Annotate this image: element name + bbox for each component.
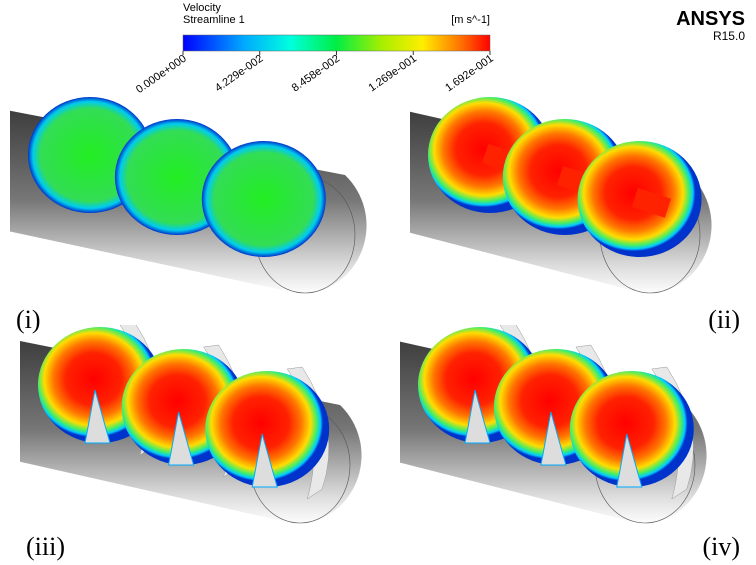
panel-image <box>0 97 367 295</box>
panel-label: (ii) <box>708 305 740 334</box>
colorbar-tick-label: 0.000e+000 <box>134 53 189 96</box>
colorbar-tick-label: 8.458e-002 <box>290 53 342 95</box>
velocity-disc <box>202 141 326 257</box>
colorbar-tick-label: 1.692e-001 <box>443 53 495 95</box>
panel-body <box>370 323 707 525</box>
panel-label: (i) <box>16 305 41 334</box>
panel-label: (iv) <box>702 532 740 561</box>
legend-unit: [m s^-1] <box>451 14 490 26</box>
panel-body <box>380 97 712 295</box>
colorbar-tick-label: 4.229e-002 <box>213 53 265 95</box>
legend-title: Velocity <box>183 2 221 14</box>
panel-label: (iii) <box>26 532 65 561</box>
legend-subtitle: Streamline 1 <box>183 14 245 26</box>
panel-image <box>370 323 707 525</box>
panel-image <box>380 97 712 295</box>
figure: Velocity Streamline 1 [m s^-1] ANSYS R15… <box>0 0 756 565</box>
panels <box>0 97 712 525</box>
panel-image <box>0 323 362 525</box>
logo-name: ANSYS <box>676 8 745 30</box>
colorbar <box>183 35 490 51</box>
logo-version: R15.0 <box>713 29 745 43</box>
panel-body <box>0 97 367 295</box>
panel-body <box>0 323 362 525</box>
colorbar-tick-label: 1.269e-001 <box>366 53 418 95</box>
